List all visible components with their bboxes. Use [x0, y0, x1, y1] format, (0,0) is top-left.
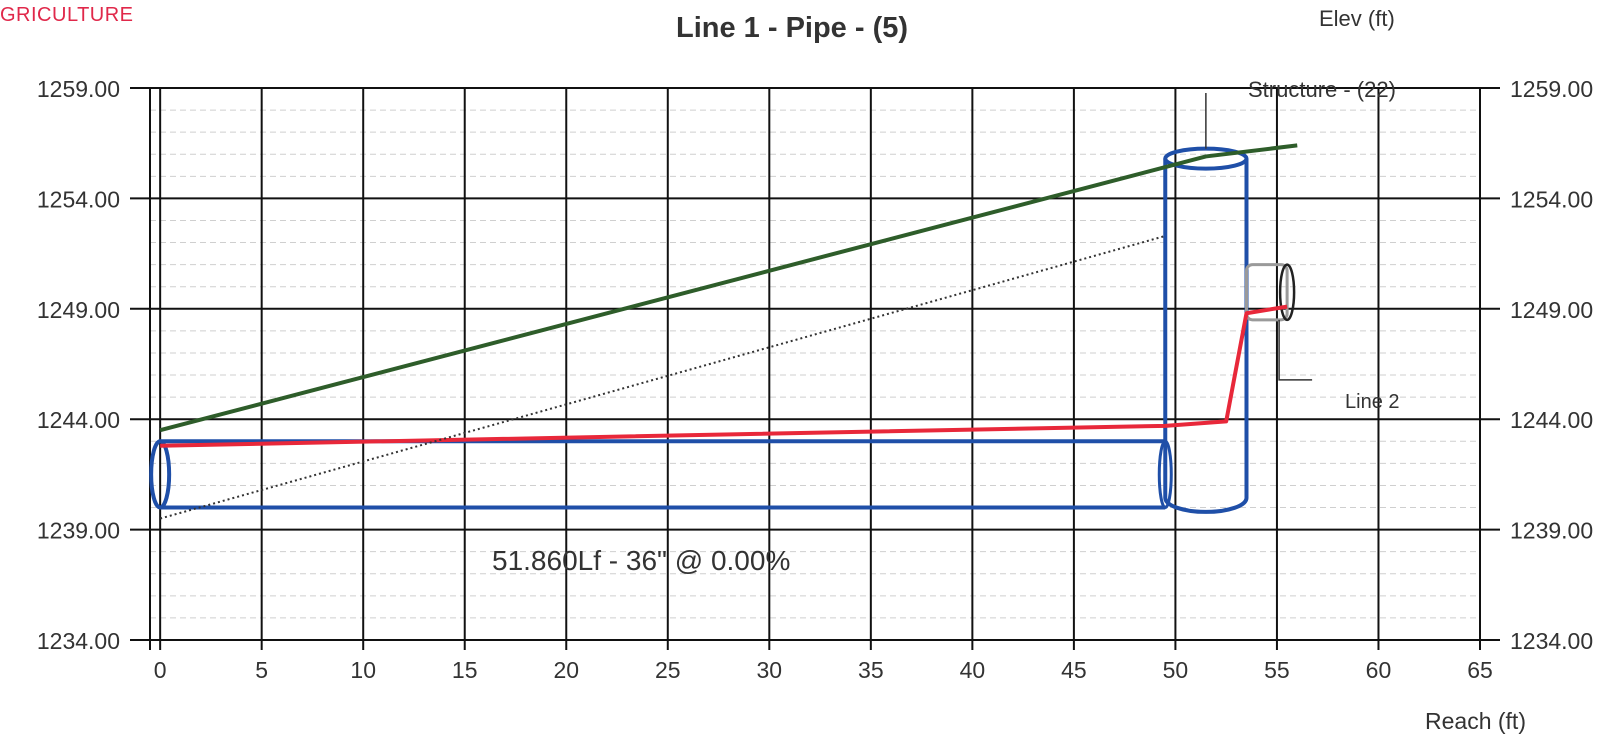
hgl-line	[160, 304, 1288, 448]
y-tick-label-right: 1259.00	[1510, 76, 1593, 102]
y-tick-label-right: 1254.00	[1510, 186, 1593, 212]
y-tick-label-left: 1244.00	[37, 407, 120, 433]
structure-label: Structure - (22)	[1248, 77, 1396, 102]
y-tick-label-left: 1234.00	[37, 628, 120, 654]
x-tick-label: 50	[1163, 657, 1189, 683]
ground-line	[159, 143, 1298, 433]
chart-title: Line 1 - Pipe - (5)	[676, 12, 909, 44]
x-tick-label: 10	[350, 657, 376, 683]
line2-leader	[1278, 319, 1313, 381]
y-tick-label-right: 1249.00	[1510, 297, 1593, 323]
y-tick-label-right: 1239.00	[1510, 518, 1593, 544]
right-axis-title: Elev (ft)	[1319, 6, 1395, 31]
y-tick-label-right: 1234.00	[1510, 628, 1593, 654]
x-tick-label: 15	[452, 657, 478, 683]
pipe-inlet-end	[149, 439, 172, 510]
y-tick-label-left: 1239.00	[37, 518, 120, 544]
x-tick-label: 30	[757, 657, 783, 683]
y-tick-label-left: 1249.00	[37, 297, 120, 323]
egl-line	[159, 234, 1166, 520]
pipe-outline	[160, 439, 1166, 510]
line2-outline	[1244, 263, 1289, 322]
x-tick-label: 55	[1264, 657, 1290, 683]
line2-label: Line 2	[1345, 391, 1400, 413]
y-tick-label-left: 1254.00	[37, 186, 120, 212]
line2-end	[1278, 263, 1296, 322]
x-tick-label: 65	[1467, 657, 1493, 683]
y-tick-label-left: 1259.00	[37, 76, 120, 102]
x-tick-label: 45	[1061, 657, 1087, 683]
y-tick-label-right: 1244.00	[1510, 407, 1593, 433]
x-tick-label: 20	[553, 657, 579, 683]
x-tick-label: 40	[960, 657, 986, 683]
x-tick-label: 5	[255, 657, 268, 683]
x-tick-label: 25	[655, 657, 681, 683]
pipe-label: 51.860Lf - 36" @ 0.00%	[492, 545, 790, 576]
brand-text: GRICULTURE	[0, 4, 134, 26]
x-tick-label: 0	[154, 657, 167, 683]
x-tick-label: 35	[858, 657, 884, 683]
x-axis-title: Reach (ft)	[1425, 708, 1526, 734]
x-tick-label: 60	[1366, 657, 1392, 683]
structure-outline	[1163, 158, 1249, 514]
